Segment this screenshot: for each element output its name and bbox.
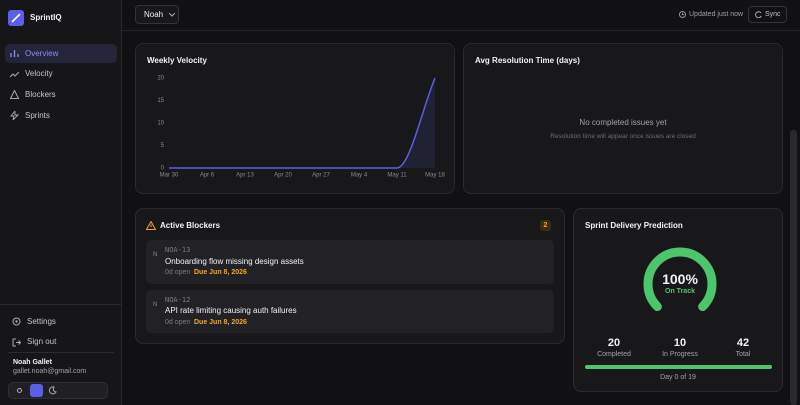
stat-label: Completed [597, 351, 631, 358]
update-status: Updated just now [689, 11, 744, 18]
user-select-value: Noah [144, 10, 164, 19]
y-tick-label: 15 [157, 98, 164, 104]
stat-value: 10 [673, 337, 687, 349]
area [169, 78, 435, 168]
theme-toggle [8, 382, 108, 399]
nav-item[interactable]: Overview [25, 49, 59, 58]
nav-icon [10, 90, 19, 99]
line [169, 77, 436, 169]
chart-title: Weekly Velocity [147, 56, 207, 65]
topbar-border [122, 30, 800, 31]
gauge-status: On Track [665, 288, 695, 295]
issue-age: 0d open [165, 319, 191, 326]
clock-icon [679, 11, 686, 18]
nav-item[interactable]: Velocity [25, 69, 53, 78]
x-tick-label: May 4 [351, 173, 368, 179]
issue-age: 0d open [165, 269, 191, 276]
sync-button[interactable]: Sync [748, 6, 787, 23]
warning-icon [146, 221, 156, 230]
stat-label: In Progress [662, 351, 698, 358]
gauge [643, 247, 717, 312]
nav-icon [10, 50, 19, 57]
settings-icon [12, 317, 21, 326]
sprint-day: Day 0 of 19 [660, 374, 696, 381]
card-title: Sprint Delivery Prediction [585, 221, 683, 230]
nav-item[interactable]: Blockers [25, 90, 56, 99]
x-tick-label: Apr 13 [236, 173, 254, 179]
signout-icon [12, 338, 21, 347]
issue-key: NOA-12 [165, 296, 191, 304]
signout-link[interactable]: Sign out [27, 337, 57, 346]
y-tick-label: 5 [161, 143, 165, 149]
blocker-item[interactable]: N NOA-13 Onboarding flow missing design … [146, 240, 554, 284]
velocity-card: Weekly Velocity 0 5 10 15 20 Mar 30 Apr 6 Apr 1… [135, 43, 455, 194]
settings-link[interactable]: Settings [27, 317, 56, 326]
stat-label: Total [735, 351, 751, 358]
stat-value: 20 [607, 337, 621, 349]
resolution-card: Avg Resolution Time (days) No completed … [463, 43, 783, 194]
avatar: N [153, 302, 158, 308]
avatar: N [153, 252, 158, 258]
divider [8, 352, 114, 353]
blockers-card: Active Blockers 2 N NOA-13 Onboarding fl… [135, 208, 565, 344]
issue-title: API rate limiting causing auth failures [165, 306, 297, 315]
brand-name: SprintIQ [30, 13, 62, 22]
scrollbar [790, 130, 797, 405]
issue-due: Due Jun 8, 2026 [194, 269, 247, 276]
brand-logo [8, 10, 24, 26]
count-badge [540, 220, 551, 231]
stat-value: 42 [736, 337, 750, 349]
nav-icon [10, 111, 19, 120]
sync-label: Sync [765, 11, 781, 18]
x-tick-label: May 11 [387, 173, 407, 179]
prediction-card: Sprint Delivery Prediction 100% On Track… [573, 208, 783, 392]
y-tick-label: 0 [161, 166, 165, 172]
user-name: Noah Gallet [13, 359, 52, 366]
x-tick-label: May 18 [425, 173, 445, 179]
sync-icon [755, 11, 762, 18]
sidebar: SprintIQ Overview Velocity Blockers Spri… [0, 0, 122, 405]
issue-title: Onboarding flow missing design assets [165, 257, 304, 266]
gauge-label: 100% [662, 271, 698, 287]
chart: 0 5 10 15 20 Mar 30 Apr 6 Apr 13 Apr 20 Apr 27 May… [157, 76, 445, 179]
nav-item[interactable]: Sprints [25, 111, 50, 120]
gauge-value [643, 247, 717, 312]
chevron [169, 13, 175, 17]
blocker-item[interactable]: N NOA-12 API rate limiting causing auth … [146, 290, 554, 333]
issue-key: NOA-13 [165, 246, 191, 254]
divider [0, 304, 121, 305]
count-badge-text: 2 [543, 222, 548, 229]
x-tick-label: Apr 6 [200, 173, 215, 179]
empty-text: Resolution time will appear once issues … [550, 133, 696, 140]
nav-icon [10, 71, 19, 78]
x-tick-label: Mar 30 [160, 173, 179, 179]
dark-theme[interactable] [48, 386, 57, 395]
empty-title: No completed issues yet [579, 118, 667, 127]
system-theme[interactable] [30, 384, 43, 397]
y-tick-label: 10 [157, 121, 164, 127]
x-tick-label: Apr 20 [274, 173, 292, 179]
nav-active-bg [5, 44, 117, 63]
issue-due: Due Jun 8, 2026 [194, 319, 247, 326]
light-theme[interactable] [15, 386, 24, 395]
y-tick-label: 20 [157, 76, 164, 82]
card-title: Avg Resolution Time (days) [475, 56, 580, 65]
progress-bar [585, 365, 772, 369]
user-email: gallet.noah@gmail.com [13, 368, 87, 375]
user-select[interactable]: Noah [135, 5, 179, 24]
card-title: Active Blockers [160, 221, 221, 230]
x-tick-label: Apr 27 [312, 173, 330, 179]
